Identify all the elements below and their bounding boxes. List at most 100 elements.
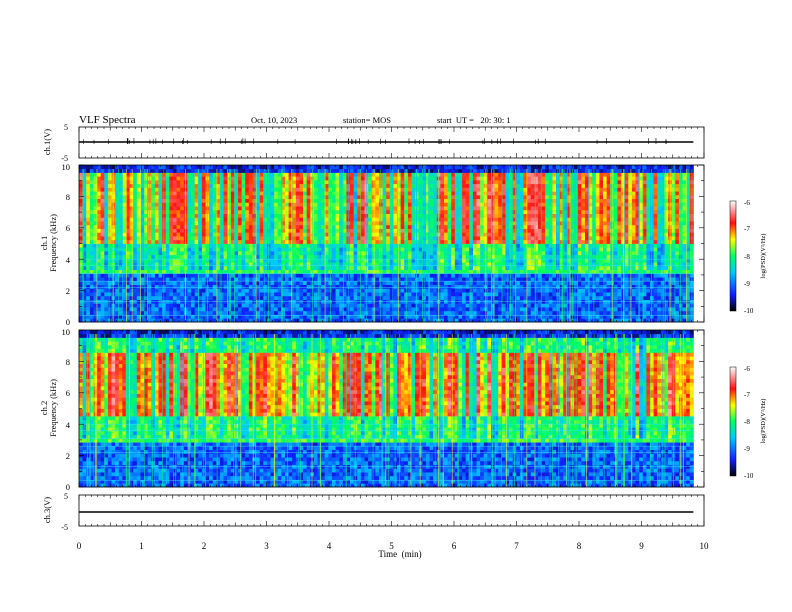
spectrogram-cell (357, 239, 362, 244)
spectrogram-cell (122, 202, 127, 207)
spectrogram-cell (129, 179, 134, 185)
spectrogram-cell (165, 243, 170, 248)
spectrogram-cell (133, 269, 138, 274)
spectrogram-cell (122, 314, 127, 319)
spectrogram-cell (115, 262, 120, 267)
spectrogram-cell (469, 265, 474, 271)
spectrogram-cell (281, 292, 286, 297)
spectrogram-cell (422, 314, 427, 319)
spectrogram-cell (331, 198, 336, 203)
spectrogram-cell (454, 187, 459, 192)
spectrogram-cell (480, 232, 485, 237)
spectrogram-cell (375, 191, 380, 196)
spectrogram-cell (339, 295, 344, 300)
spectrogram-cell (411, 213, 416, 218)
spectrogram-cell (140, 217, 145, 222)
spectrogram-cell (368, 292, 373, 297)
spectrogram-cell (176, 288, 181, 293)
spectrogram-cell (433, 172, 438, 177)
spectrogram-cell (79, 191, 84, 196)
spectrogram-cell (274, 221, 279, 226)
spectrogram-cell (122, 213, 127, 218)
spectrogram-cell (234, 217, 239, 222)
spectrogram-cell (223, 284, 228, 289)
spectrogram-cell (165, 258, 170, 263)
spectrogram-cell (151, 202, 156, 207)
spectrogram-cell (339, 213, 344, 218)
spectrogram-cell (107, 191, 112, 196)
spectrogram-cell (93, 258, 98, 263)
spectrogram-cell (133, 303, 138, 308)
spectrogram-cell (86, 292, 91, 297)
spectrogram-cell (389, 194, 394, 200)
spectrogram-cell (133, 191, 138, 196)
spectrogram-cell (158, 262, 163, 267)
spectrogram-cell (295, 307, 300, 312)
spectrogram-cell (89, 172, 94, 177)
spectrogram-cell (230, 273, 235, 278)
spectrogram-cell (191, 198, 196, 203)
spectrogram-cell (111, 213, 116, 218)
spectrogram-cell (162, 194, 167, 200)
spectrogram-cell (368, 262, 373, 267)
spectrogram-cell (465, 303, 470, 308)
spectrogram-cell (183, 172, 188, 177)
spectrogram-cell (303, 295, 308, 300)
spectrogram-cell (100, 310, 105, 315)
spectrogram-cell (212, 187, 217, 192)
spectrogram-cell (274, 295, 279, 300)
spectrogram-cell (425, 303, 430, 308)
spectrogram-cell (382, 284, 387, 289)
spectrogram-cell (339, 254, 344, 259)
spectrogram-cell (162, 198, 167, 203)
spectrogram-cell (476, 310, 481, 315)
spectrogram-cell (360, 258, 365, 263)
spectrogram-cell (118, 165, 123, 170)
spectrogram-cell (136, 187, 141, 192)
spectrogram-cell (462, 303, 467, 308)
spectrogram-cell (180, 284, 185, 289)
spectrogram-cell (400, 250, 405, 256)
ch1-spectrogram-image (79, 165, 704, 323)
spectrogram-cell (277, 187, 282, 192)
spectrogram-cell (180, 303, 185, 308)
spectrogram-cell (140, 202, 145, 207)
spectrogram-cell (350, 228, 355, 233)
spectrogram-cell (209, 310, 214, 315)
spectrogram-cell (133, 198, 138, 203)
spectrogram-cell (321, 284, 326, 289)
spectrogram-cell (191, 228, 196, 233)
spectrogram-cell (97, 284, 102, 289)
spectrogram-cell (317, 228, 322, 233)
spectrogram-cell (118, 168, 123, 173)
spectrogram-cell (107, 176, 112, 181)
spectrogram-cell (317, 172, 322, 177)
spectrogram-cell (288, 254, 293, 259)
spectrogram-cell (158, 250, 163, 256)
spectrogram-cell (440, 183, 445, 188)
spectrogram-cell (263, 273, 268, 278)
spectrogram-cell (162, 232, 167, 237)
spectrogram-cell (371, 318, 376, 323)
spectrogram-cell (191, 172, 196, 177)
spectrogram-cell (216, 191, 221, 196)
spectrogram-cell (162, 243, 167, 248)
spectrogram-cell (241, 213, 246, 218)
spectrogram-cell (371, 280, 376, 286)
spectrogram-cell (422, 292, 427, 297)
spectrogram-cell (93, 194, 98, 200)
spectrogram-cell (429, 165, 434, 170)
spectrogram-cell (451, 262, 456, 267)
spectrogram-cell (433, 310, 438, 315)
spectrogram-cell (266, 314, 271, 319)
spectrogram-cell (169, 295, 174, 300)
spectrogram-cell (82, 236, 87, 241)
spectrogram-cell (223, 310, 228, 315)
spectrogram-cell (454, 206, 459, 211)
spectrogram-cell (331, 295, 336, 300)
spectrogram-cell (165, 176, 170, 181)
spectrogram-cell (270, 314, 275, 319)
spectrogram-cell (281, 191, 286, 196)
spectrogram-cell (86, 258, 91, 263)
spectrogram-cell (480, 165, 485, 170)
